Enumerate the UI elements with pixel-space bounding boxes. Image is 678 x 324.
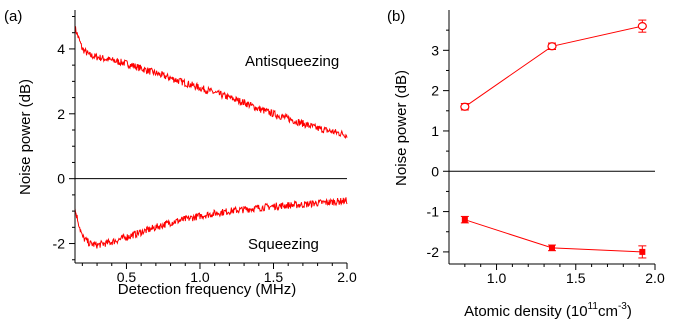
panel-b-y-axis-label: Noise power (dB) <box>393 70 410 186</box>
panel-a-ticks: 0.5 1.0 1.5 2.0 -2 0 2 4 <box>53 15 357 285</box>
antisqueezing-point <box>460 102 470 111</box>
panel-b-y-tick-label: 2 <box>431 83 439 99</box>
panel-b-x-tick-label: 2.0 <box>645 270 665 286</box>
panel-a-y-tick-label: 4 <box>57 41 65 57</box>
antisqueezing-line <box>464 25 643 108</box>
panel-b-y-tick-label: -1 <box>427 204 440 220</box>
antisqueezing-point <box>637 22 647 31</box>
panel-b-ticks: 1.0 1.5 2.0 -2 -1 0 1 2 3 <box>427 29 665 286</box>
annotation-squeezing: Squeezing <box>248 236 319 253</box>
panel-b-x-tick-label: 1.0 <box>487 270 507 286</box>
annotation-antisqueezing: Antisqueezing <box>245 53 339 70</box>
panel-b-label: (b) <box>387 8 405 25</box>
panel-a-y-axis-label: Noise power (dB) <box>17 79 34 195</box>
squeezing-point <box>639 248 646 255</box>
panel-b-x-axis-label: Atomic density (1011cm-3) <box>464 301 632 320</box>
panel-a-y-tick-label: -2 <box>53 236 66 252</box>
panel-b-y-tick-label: 3 <box>431 42 439 58</box>
panel-a-y-tick-label: 2 <box>57 106 65 122</box>
antisqueezing-point <box>547 42 557 51</box>
squeezing-trace <box>74 197 348 249</box>
panel-a-y-tick-label: 0 <box>57 171 65 187</box>
panel-a-x-axis-label: Detection frequency (MHz) <box>118 281 296 298</box>
panel-b-marks <box>460 19 647 259</box>
panel-a-x-tick-label: 1.5 <box>264 269 284 285</box>
panel-a-traces <box>74 26 348 249</box>
panel-b: (b) 1.0 1.5 2.0 -2 -1 0 1 2 3 Atomic density (10… <box>387 8 665 320</box>
squeezing-point <box>549 244 555 251</box>
squeezing-point <box>461 216 468 223</box>
panel-a-x-tick-label: 1.0 <box>190 269 210 285</box>
panel-b-y-tick-label: -2 <box>427 244 440 260</box>
panel-a-x-tick-label: 0.5 <box>117 269 137 285</box>
panel-b-y-tick-label: 0 <box>431 163 439 179</box>
panel-a-label: (a) <box>4 8 22 25</box>
panel-b-x-tick-label: 1.5 <box>566 270 586 286</box>
panel-a-x-tick-label: 2.0 <box>337 269 357 285</box>
antisqueezing-trace <box>74 26 348 140</box>
panel-b-y-tick-label: 1 <box>431 123 439 139</box>
panel-a: (a) 0.5 1.0 1.5 2.0 -2 0 2 4 Antisqueezing Sque… <box>4 8 357 298</box>
